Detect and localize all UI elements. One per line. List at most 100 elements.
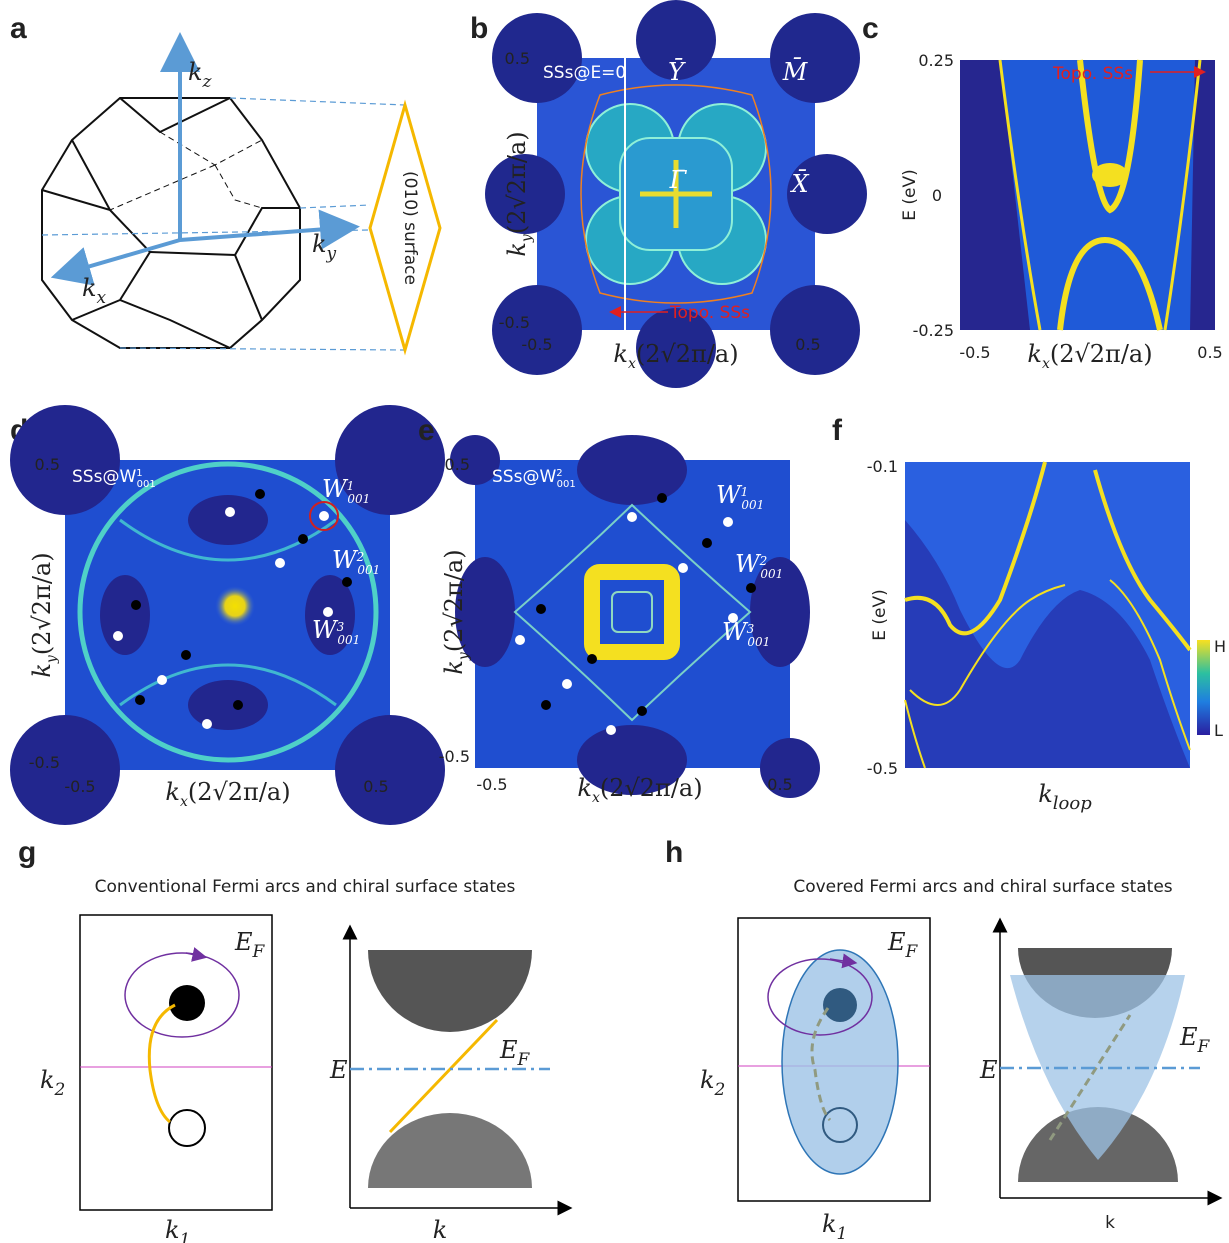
x-tick-label: 0.5: [363, 777, 388, 796]
ef-label: EF: [499, 1036, 531, 1070]
axis-sub: x: [180, 794, 188, 810]
weyl-base: W: [722, 618, 749, 646]
axis-label: k: [433, 1216, 448, 1243]
axis-label-sub: z: [202, 72, 213, 92]
ef-sub: F: [1197, 1037, 1211, 1057]
axis-sub: y: [456, 651, 472, 661]
y-tick-label: 0.5: [445, 455, 470, 474]
surface-label: (010) surface: [400, 171, 420, 285]
weyl-label: W1 001: [716, 481, 764, 512]
colorbar-label: L: [1214, 721, 1223, 740]
panel-f: f H L -0.1 -0.5 E (eV) kloop: [832, 414, 1226, 814]
axis-sub: y: [44, 654, 60, 664]
x-tick-label: 0.5: [795, 335, 820, 354]
point-label: X̄: [789, 170, 809, 198]
panel-title: Conventional Fermi arcs and chiral surfa…: [95, 877, 516, 897]
axis-rest: (2√2π/a): [600, 774, 703, 802]
panel-e: e SSs@W2 001 W1 001 W2 001 W3 001 0.5 -0.5 -…: [418, 414, 820, 806]
weyl-label: W2 001: [735, 550, 783, 581]
ef-base: E: [1179, 1023, 1198, 1051]
axis-sub: loop: [1053, 793, 1092, 814]
axis-base: k: [165, 1216, 180, 1243]
ef-base: E: [887, 928, 906, 956]
axis-base: k: [577, 774, 592, 802]
ef-sub: F: [517, 1050, 531, 1070]
ef-base: E: [234, 928, 253, 956]
y-axis-title: ky(2√2π/a): [503, 131, 535, 256]
axis-sub: x: [592, 790, 600, 806]
weyl-sub: 001: [357, 563, 380, 577]
axis-rest: (2√2π/a): [636, 340, 739, 368]
panel-g: g Conventional Fermi arcs and chiral sur…: [18, 836, 573, 1243]
y-tick-label: 0.5: [35, 455, 60, 474]
ef-base: E: [499, 1036, 518, 1064]
weyl-sup: 3: [337, 620, 345, 634]
weyl-sup: 1: [741, 485, 749, 499]
inset-sub: 001: [137, 479, 156, 490]
axis-label: k: [1105, 1213, 1115, 1233]
axis-label: k1: [165, 1216, 190, 1243]
inset-sup: 2: [556, 468, 562, 479]
x-axis-title: kx(2√2π/a): [1027, 340, 1152, 372]
axis-label: kx: [82, 274, 107, 308]
point-label: Ȳ: [668, 58, 686, 86]
axis-base: k: [503, 242, 531, 257]
panel-label: a: [10, 12, 27, 45]
weyl-base: W: [312, 616, 339, 644]
axis-base: k: [1027, 340, 1042, 368]
point-label: M̄: [782, 58, 809, 86]
axis-base: k: [822, 1210, 837, 1238]
inset-sup: 1: [136, 468, 142, 479]
y-tick-label: -0.5: [439, 747, 470, 766]
axis-sub: x: [1042, 356, 1050, 372]
panel-label: g: [18, 836, 36, 869]
x-axis-title: kloop: [1038, 780, 1092, 814]
weyl-sub: 001: [347, 492, 370, 506]
annotation: Topo. SSs: [669, 303, 750, 323]
weyl-sub: 001: [760, 567, 783, 581]
x-tick-label: -0.5: [959, 343, 990, 362]
inset-label: SSs@E=0: [543, 63, 626, 83]
weyl-sup: 2: [759, 554, 768, 568]
y-tick-label: 0.25: [918, 51, 954, 70]
weyl-sub: 001: [747, 635, 770, 649]
axis-rest: (2√2π/a): [440, 549, 468, 652]
axis-label: k1: [822, 1210, 847, 1243]
axis-sub: 1: [180, 1230, 191, 1243]
energy-label: E: [329, 1056, 348, 1084]
axis-base: k: [700, 1066, 715, 1094]
axis-label-base: k: [188, 58, 203, 86]
axis-base: k: [40, 1066, 55, 1094]
x-tick-label: -0.5: [521, 335, 552, 354]
weyl-base: W: [332, 546, 359, 574]
y-tick-label: -0.5: [499, 313, 530, 332]
ef-label: EF: [887, 928, 919, 962]
weyl-base: W: [716, 481, 743, 509]
weyl-sup: 1: [347, 479, 355, 493]
axis-label: k2: [40, 1066, 65, 1100]
axis-rest: (2√2π/a): [1050, 340, 1153, 368]
colorbar-label: H: [1214, 637, 1226, 656]
axis-sub: 1: [837, 1224, 848, 1243]
axis-rest: (2√2π/a): [188, 778, 291, 806]
axis-sub: x: [628, 356, 636, 372]
weyl-base: W: [735, 550, 762, 578]
panel-c: c Topo. SSs 0.25 0 -0.25 E (eV) -0.5 0.5…: [862, 12, 1223, 372]
axis-base: k: [1038, 780, 1053, 808]
axis-rest: (2√2π/a): [28, 552, 56, 655]
x-axis-title: kx(2√2π/a): [577, 774, 702, 806]
panel-label: c: [862, 12, 879, 45]
axis-label: kz: [188, 58, 213, 92]
weyl-label: W3 001: [722, 618, 770, 649]
annotation: Topo. SSs: [1052, 64, 1133, 84]
panel-label: h: [665, 836, 683, 869]
panel-title: Covered Fermi arcs and chiral surface st…: [793, 877, 1172, 897]
inset-text: SSs@W: [72, 467, 136, 487]
axis-rest: (2√2π/a): [503, 131, 531, 234]
inset-sub: 001: [557, 479, 576, 490]
panel-label: f: [832, 414, 843, 447]
axis-label-base: k: [312, 230, 327, 258]
x-tick-label: 0.5: [1197, 343, 1222, 362]
